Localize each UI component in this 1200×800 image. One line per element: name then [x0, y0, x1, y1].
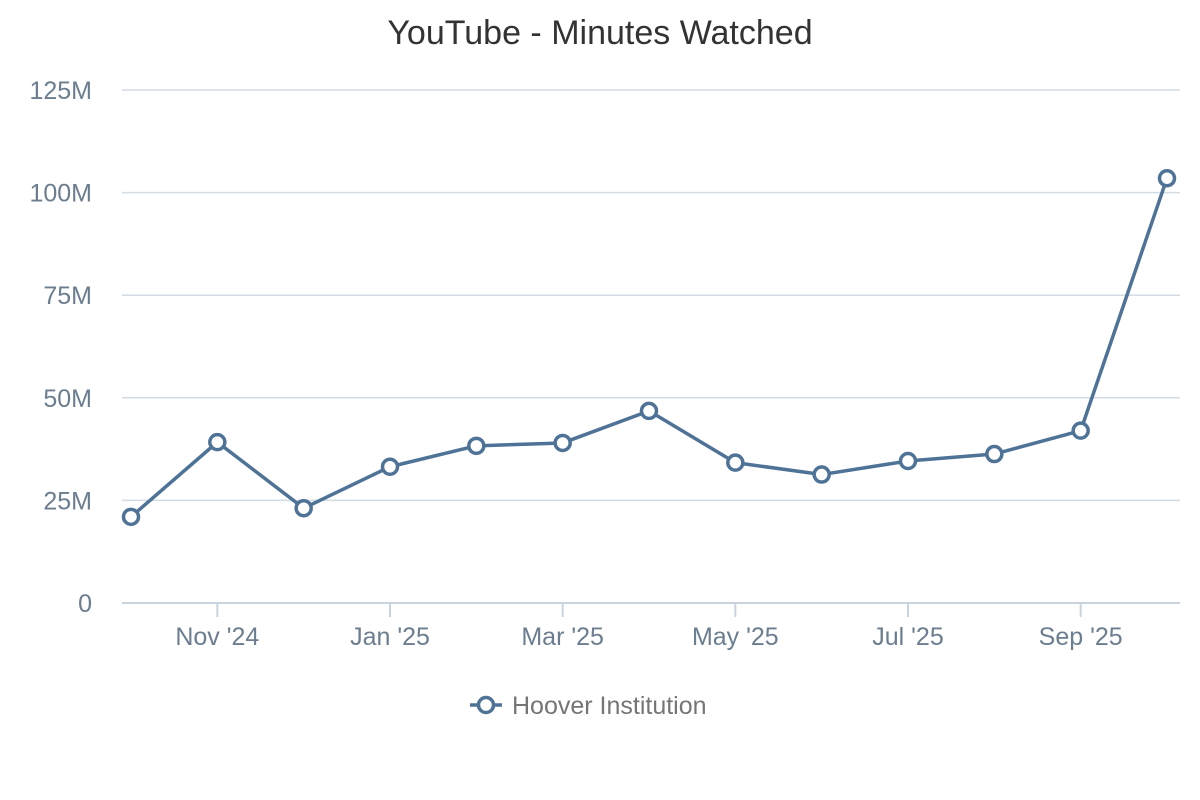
data-point[interactable]: [553, 433, 572, 453]
data-point[interactable]: [380, 457, 400, 476]
data-point[interactable]: [467, 436, 486, 456]
y-tick-label: 50M: [43, 385, 92, 413]
x-tick-label: Jul '25: [872, 623, 943, 651]
axis-layer: 0 25M 50M 75M 100M 125M Nov '24 Jan '25 Mar '25 M…: [29, 77, 1180, 651]
data-point[interactable]: [812, 465, 831, 484]
y-tick-label: 75M: [43, 282, 92, 310]
y-tick-label: 25M: [43, 487, 92, 515]
data-point[interactable]: [121, 507, 141, 527]
data-point[interactable]: [726, 453, 745, 472]
grid-layer: [122, 89, 1180, 502]
data-point[interactable]: [208, 432, 227, 452]
series-line: [129, 176, 1169, 519]
x-tick-label: May '25: [692, 623, 779, 651]
legend-label[interactable]: Hoover Institution: [512, 692, 707, 720]
data-point[interactable]: [294, 498, 313, 518]
y-tick-label: 125M: [29, 77, 92, 105]
data-point[interactable]: [898, 451, 918, 471]
data-point[interactable]: [1071, 421, 1090, 440]
x-tick-label: Mar '25: [521, 623, 604, 651]
x-tick-label: Sep '25: [1039, 623, 1123, 651]
y-tick-label: 100M: [29, 180, 92, 208]
data-point[interactable]: [1157, 168, 1177, 188]
data-point[interactable]: [639, 401, 659, 421]
y-tick-label: 0: [78, 590, 92, 618]
x-tick-label: Jan '25: [350, 623, 430, 651]
chart-title: YouTube - Minutes Watched: [387, 14, 813, 52]
series-layer: [121, 168, 1177, 527]
x-tick-label: Nov '24: [175, 623, 259, 651]
legend[interactable]: Hoover Institution: [470, 692, 707, 720]
legend-point-marker: [476, 695, 496, 715]
data-point[interactable]: [985, 444, 1004, 464]
